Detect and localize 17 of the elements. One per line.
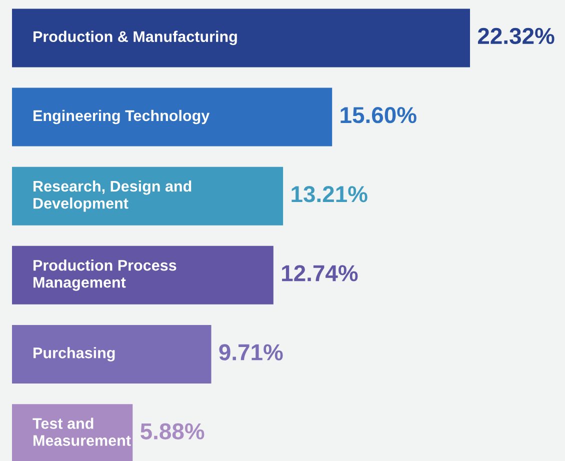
y-tick-label: Production & Manufacturing	[34, 30, 237, 46]
bar	[12, 88, 332, 146]
data-label: 22.32%	[478, 28, 554, 44]
y-tick-label: Engineering Technology	[34, 110, 210, 124]
data-label: 5.88%	[140, 423, 204, 440]
y-tick-label: Test and Measurement	[32, 418, 131, 446]
data-label: 15.60%	[340, 106, 416, 124]
bar	[12, 246, 274, 304]
data-label: 12.74%	[282, 265, 358, 282]
y-tick-label: Purchasing	[34, 347, 115, 362]
bar	[12, 324, 212, 384]
data-label: 13.21%	[292, 186, 368, 202]
data-label: 9.71%	[219, 344, 283, 360]
bar	[12, 166, 284, 226]
y-tick-label: Production Process Management	[34, 260, 176, 291]
bar	[12, 8, 470, 68]
y-tick-label: Research, Design and Development	[34, 180, 192, 212]
